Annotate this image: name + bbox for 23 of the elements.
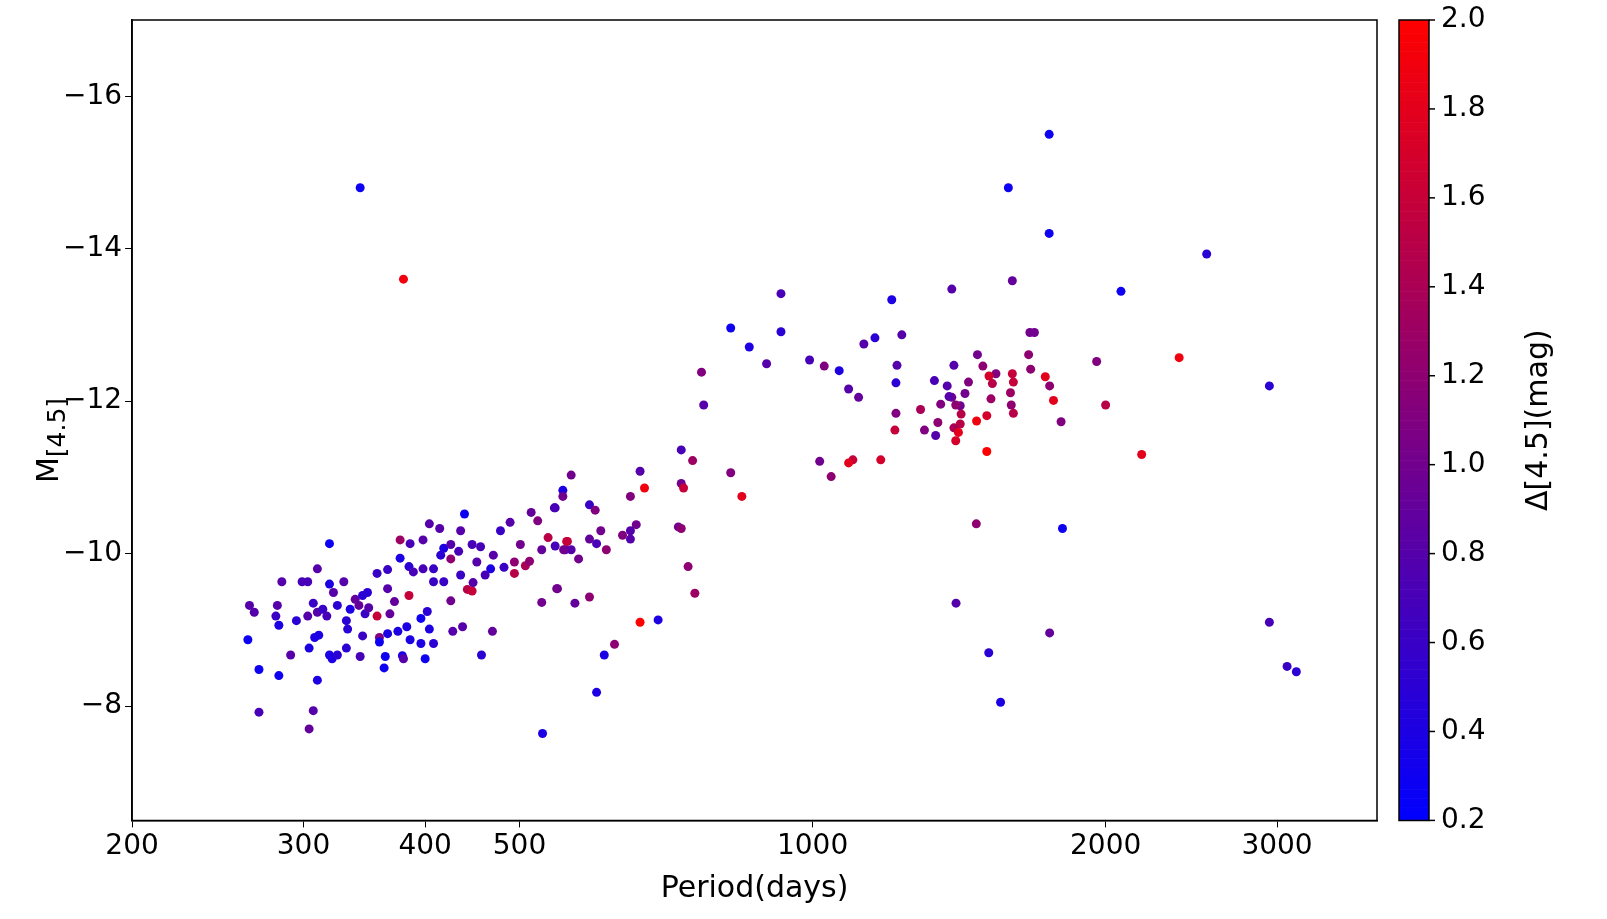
color-bar-title: Δ[4.5](mag) — [1518, 329, 1554, 512]
color-bar-label: 0.2 — [1441, 801, 1486, 835]
y-tick-label: −10 — [63, 534, 123, 568]
color-bar-label: 0.8 — [1441, 534, 1486, 568]
x-tick-label: 200 — [105, 828, 159, 862]
y-tick-label: −16 — [63, 77, 123, 111]
y-tick-label: −14 — [63, 229, 123, 263]
color-bar-label: 1.0 — [1441, 445, 1486, 479]
color-bar-label: 1.2 — [1441, 357, 1486, 391]
color-bar-label: 1.6 — [1441, 179, 1486, 213]
color-bar-label: 0.4 — [1441, 712, 1486, 746]
x-tick-label: 500 — [492, 828, 547, 862]
y-tick-label: −8 — [80, 687, 123, 721]
color-bar-label: 1.4 — [1441, 268, 1486, 302]
x-tick-label: 400 — [398, 828, 452, 862]
color-bar-label: 1.8 — [1441, 90, 1486, 124]
x-axis-title: Period(days) — [660, 868, 849, 904]
color-bar-label: 2.0 — [1441, 1, 1486, 35]
x-tick-label: 300 — [276, 828, 331, 862]
x-tick-label: 2000 — [1069, 828, 1142, 862]
x-tick-label: 1000 — [776, 828, 849, 862]
x-tick-label: 3000 — [1241, 828, 1313, 862]
color-bar-label: 0.6 — [1441, 623, 1486, 657]
